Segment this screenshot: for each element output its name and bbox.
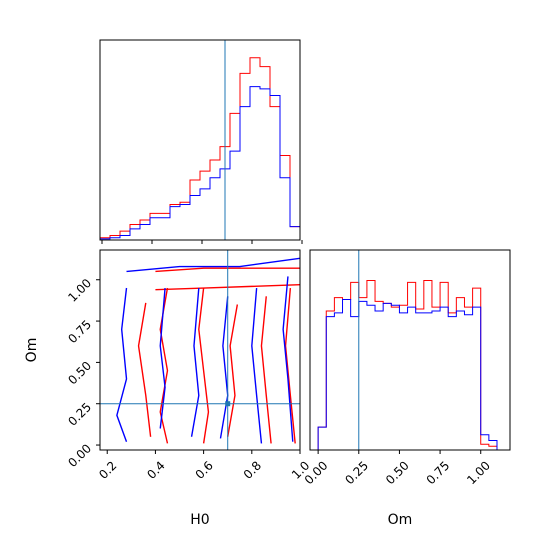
contour-line-series-1-8 bbox=[284, 287, 296, 444]
y-tick-label: 1.00 bbox=[65, 276, 94, 305]
contour-line-series-1-7 bbox=[260, 296, 272, 444]
om-histogram-series-2 bbox=[317, 299, 498, 450]
x-tick-label: 0.25 bbox=[342, 458, 371, 487]
contour-line-series-1-5 bbox=[198, 287, 210, 444]
om-histogram-frame bbox=[309, 249, 511, 451]
x-tick-label: 0.8 bbox=[241, 458, 264, 481]
contour-line-series-2-4 bbox=[190, 287, 200, 437]
contour-line-series-1-3 bbox=[137, 302, 152, 437]
x-tick-label: 0.75 bbox=[424, 458, 453, 487]
y-tick-label: 0.75 bbox=[65, 317, 94, 346]
x-axis-label: Om bbox=[388, 512, 413, 528]
h0-histogram-series-2 bbox=[99, 86, 301, 240]
y-tick-label: 0.25 bbox=[65, 400, 94, 429]
y-tick-label: 0.50 bbox=[65, 359, 94, 388]
y-axis-label: Om bbox=[24, 338, 40, 363]
x-tick-label: 0.2 bbox=[96, 458, 119, 481]
x-tick-label: 0.6 bbox=[193, 458, 216, 481]
om-histogram-series-1 bbox=[317, 279, 498, 450]
contour-line-series-2-5 bbox=[219, 296, 229, 439]
h0-histogram-frame bbox=[99, 39, 301, 241]
x-tick-label: 0.50 bbox=[383, 458, 412, 487]
x-tick-label: 1.00 bbox=[464, 458, 493, 487]
contour-line-series-2-6 bbox=[251, 287, 263, 444]
y-tick-label: 0.00 bbox=[65, 441, 94, 470]
contour-line-series-1-6 bbox=[227, 304, 239, 437]
contour-line-series-2-2 bbox=[116, 287, 128, 442]
contour-line-series-2-7 bbox=[282, 276, 294, 442]
x-tick-label: 0.4 bbox=[144, 458, 167, 481]
h0-histogram-series-1 bbox=[99, 57, 301, 240]
truth-marker bbox=[225, 401, 231, 407]
contour-line-series-2-3 bbox=[159, 287, 166, 429]
contour-frame bbox=[99, 249, 301, 451]
contour-area bbox=[116, 257, 300, 444]
h0-histogram-panel bbox=[99, 39, 303, 244]
contour-line-series-2-1 bbox=[126, 257, 300, 273]
x-axis-label: H0 bbox=[190, 512, 209, 528]
